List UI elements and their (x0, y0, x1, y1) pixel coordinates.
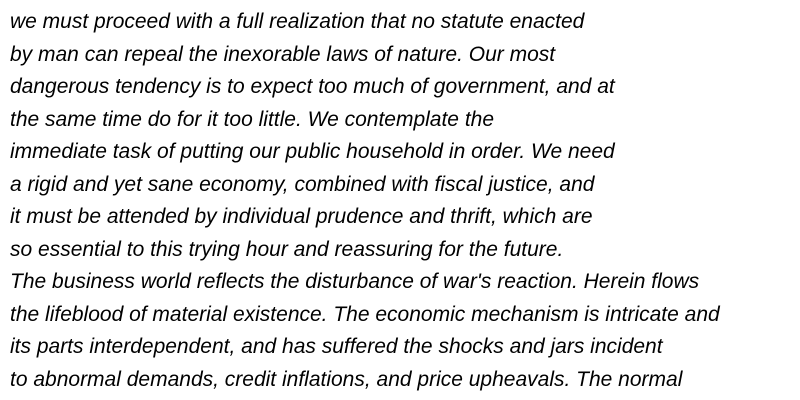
text-line-10: the lifeblood of material existence. The… (10, 302, 720, 326)
text-line-5: immediate task of putting our public hou… (10, 140, 615, 163)
document-text-block: we must proceed with a full realization … (10, 6, 720, 396)
text-line-12: to abnormal demands, credit inflations, … (10, 367, 683, 391)
text-line-2: by man can repeal the inexorable laws of… (10, 42, 556, 66)
text-line-7: it must be attended by individual pruden… (10, 205, 593, 228)
text-line-3: dangerous tendency is to expect too much… (10, 75, 615, 98)
text-line-4: the same time do for it too little. We c… (10, 107, 495, 131)
text-line-6: a rigid and yet sane economy, combined w… (10, 172, 595, 196)
text-line-1: we must proceed with a full realization … (10, 10, 585, 33)
text-line-8: so essential to this trying hour and rea… (10, 237, 564, 261)
text-line-9: The business world reflects the disturba… (10, 270, 700, 293)
text-line-11: its parts interdependent, and has suffer… (10, 335, 663, 358)
